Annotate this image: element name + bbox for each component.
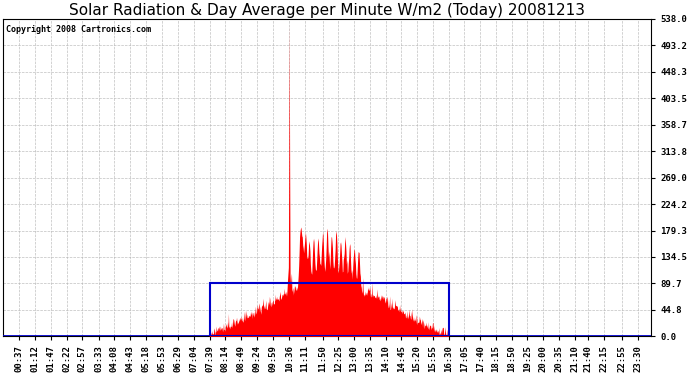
Title: Solar Radiation & Day Average per Minute W/m2 (Today) 20081213: Solar Radiation & Day Average per Minute… (69, 3, 585, 18)
Text: Copyright 2008 Cartronics.com: Copyright 2008 Cartronics.com (6, 25, 151, 34)
Bar (210, 284, 448, 336)
